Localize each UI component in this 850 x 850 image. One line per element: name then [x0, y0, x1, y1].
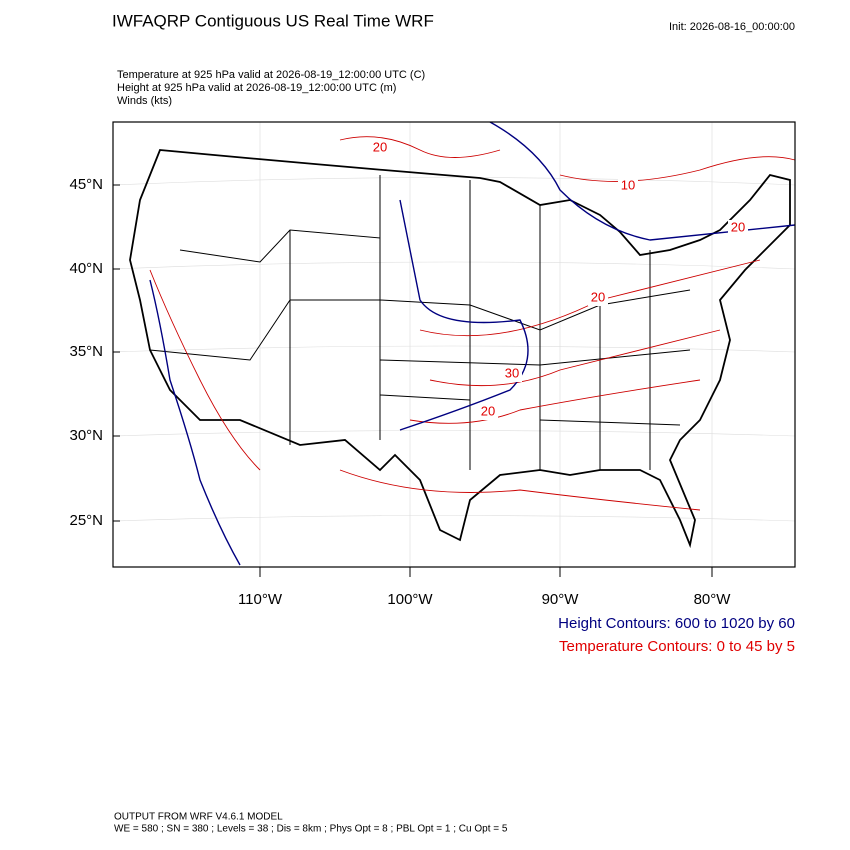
title: IWFAQRP Contiguous US Real Time WRF — [112, 11, 434, 30]
height-legend: Height Contours: 600 to 1020 by 60 — [558, 615, 795, 632]
contour-label: 20 — [591, 289, 605, 304]
lat-label: 30°N — [69, 427, 103, 444]
map-area — [112, 121, 796, 568]
contour-label-box — [618, 178, 638, 194]
lat-label: 35°N — [69, 343, 103, 360]
subtitle-line: Winds (kts) — [117, 95, 172, 107]
lon-label: 80°W — [694, 591, 732, 608]
contour-label: 30 — [505, 365, 519, 380]
init-time: Init: 2026-08-16_00:00:00 — [669, 21, 795, 33]
subtitle-line: Temperature at 925 hPa valid at 2026-08-… — [117, 69, 425, 81]
lat-label: 25°N — [69, 512, 103, 529]
map-frame — [112, 121, 796, 568]
contour-label: 10 — [621, 177, 635, 192]
lon-label: 110°W — [238, 591, 283, 608]
state-borders — [149, 175, 691, 470]
contour-label: 20 — [373, 139, 387, 154]
contour-label-box — [728, 220, 748, 236]
map-background — [113, 122, 795, 567]
contour-label-box — [502, 366, 522, 382]
temperature-legend: Temperature Contours: 0 to 45 by 5 — [559, 638, 795, 655]
lon-label: 90°W — [542, 591, 580, 608]
contour-label-box — [588, 290, 608, 306]
lat-label: 45°N — [69, 176, 103, 193]
contour-label-box — [370, 140, 390, 156]
contour-label-box — [478, 404, 498, 420]
height-contours — [149, 121, 796, 566]
lat-label: 40°N — [69, 260, 103, 277]
footer-line: OUTPUT FROM WRF V4.6.1 MODEL — [114, 812, 283, 823]
contour-label: 20 — [731, 219, 745, 234]
subtitle-line: Height at 925 hPa valid at 2026-08-19_12… — [117, 82, 396, 94]
lon-label: 100°W — [387, 591, 433, 608]
footer-line: WE = 580 ; SN = 380 ; Levels = 38 ; Dis … — [114, 824, 508, 835]
contour-label: 20 — [481, 403, 495, 418]
